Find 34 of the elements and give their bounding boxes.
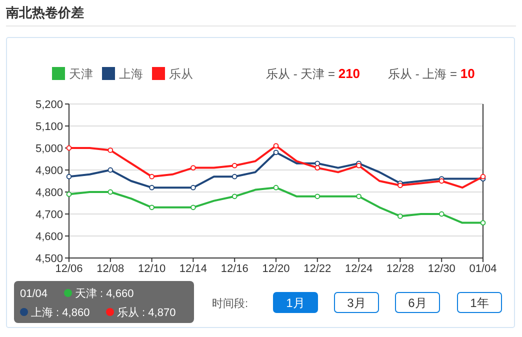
x-tick-label: 12/14 bbox=[179, 263, 207, 275]
x-tick-label: 12/28 bbox=[386, 263, 414, 275]
x-tick-label: 12/10 bbox=[138, 263, 166, 275]
y-tick-label: 4,700 bbox=[35, 209, 63, 221]
x-tick-label: 12/24 bbox=[345, 263, 373, 275]
y-tick-label: 5,100 bbox=[35, 121, 63, 133]
legend-label: 天津 bbox=[69, 67, 93, 81]
y-tick-label: 5,000 bbox=[35, 143, 63, 155]
y-tick-label: 4,500 bbox=[35, 253, 63, 265]
text: 乐从 - 天津 = 210 bbox=[266, 66, 360, 81]
y-tick-label: 4,600 bbox=[35, 231, 63, 243]
x-tick-label: 12/06 bbox=[55, 263, 83, 275]
text: 3月 bbox=[347, 296, 366, 310]
text: 6月 bbox=[408, 296, 427, 310]
y-tick-label: 4,800 bbox=[35, 187, 63, 199]
chart-title: 南北热卷价差 bbox=[5, 5, 84, 20]
x-tick-label: 12/30 bbox=[428, 263, 456, 275]
y-tick-label: 5,200 bbox=[35, 99, 63, 111]
x-tick-label: 12/22 bbox=[304, 263, 332, 275]
text: 1年 bbox=[470, 296, 489, 310]
text: 1月 bbox=[286, 296, 305, 310]
legend-label: 上海 bbox=[119, 67, 143, 81]
legend-label: 乐从 bbox=[169, 67, 193, 81]
x-tick-label: 01/04 bbox=[469, 263, 497, 275]
text: 时间段: bbox=[212, 297, 248, 310]
text: 乐从 - 上海 = 10 bbox=[388, 66, 475, 81]
text: 天津 : 4,660 bbox=[75, 287, 134, 300]
x-tick-label: 12/20 bbox=[262, 263, 290, 275]
y-tick-label: 4,900 bbox=[35, 165, 63, 177]
x-tick-label: 12/16 bbox=[220, 263, 248, 275]
text: 乐从 : 4,870 bbox=[117, 306, 176, 319]
text: 01/04 bbox=[20, 288, 48, 300]
x-tick-label: 12/08 bbox=[96, 263, 124, 275]
text: 上海 : 4,860 bbox=[31, 306, 90, 319]
